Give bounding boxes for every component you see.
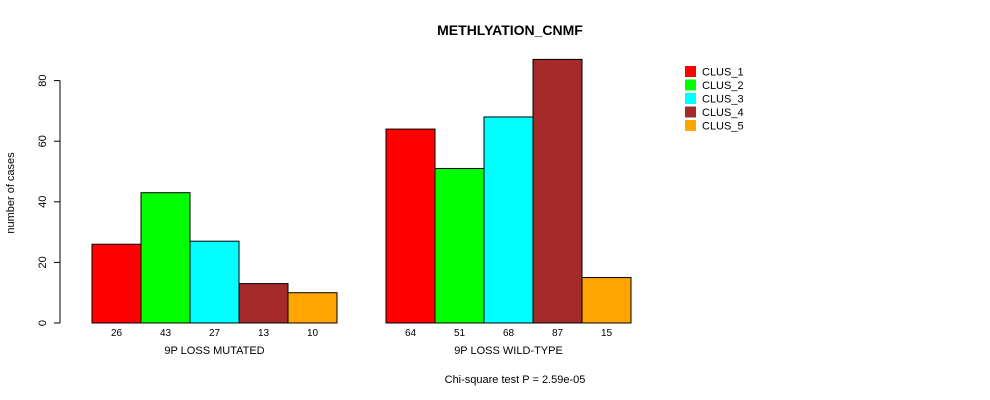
group-label: 9P LOSS WILD-TYPE <box>454 345 563 357</box>
y-axis-label: number of cases <box>5 152 17 234</box>
bar-clus-1 <box>385 128 436 324</box>
legend-swatch <box>685 106 696 118</box>
legend-swatch <box>685 120 696 131</box>
chart-title: METHLYATION_CNMF <box>437 22 583 38</box>
legend-label: CLUS_2 <box>702 80 744 92</box>
bar-value-label: 15 <box>601 328 613 339</box>
y-axis: 0 20 40 60 80 <box>37 74 61 326</box>
y-tick-label: 40 <box>37 196 49 208</box>
y-tick-label: 60 <box>37 135 49 147</box>
bar-value-label: 87 <box>552 328 564 339</box>
legend-swatch <box>685 66 696 77</box>
bar-clus-5 <box>581 277 632 324</box>
y-tick-label: 20 <box>37 256 49 268</box>
y-tick-label: 80 <box>37 74 49 86</box>
bar-value-label: 26 <box>111 328 123 339</box>
bar-value-label: 68 <box>503 328 515 339</box>
bar-clus-5 <box>287 292 338 324</box>
bar-clus-4 <box>532 58 583 324</box>
value-labels: 26 43 27 13 10 64 51 68 87 15 <box>111 328 613 339</box>
legend-label: CLUS_3 <box>702 94 744 106</box>
legend-label: CLUS_1 <box>702 67 744 79</box>
chi-square-footnote: Chi-square test P = 2.59e-05 <box>445 374 586 386</box>
legend-label: CLUS_5 <box>702 121 744 133</box>
bar-clus-4 <box>238 283 289 324</box>
y-tick-label: 0 <box>37 320 49 326</box>
bar-value-label: 43 <box>160 328 172 339</box>
bar-clus-3 <box>189 240 240 324</box>
bar-clus-2 <box>140 192 191 324</box>
bar-clus-2 <box>434 167 485 324</box>
legend-label: CLUS_4 <box>702 107 744 119</box>
bar-value-label: 27 <box>209 328 221 339</box>
legend-swatch <box>685 93 696 104</box>
group-labels: 9P LOSS MUTATED 9P LOSS WILD-TYPE <box>164 345 562 357</box>
bars <box>91 58 632 324</box>
bar-value-label: 64 <box>405 328 417 339</box>
bar-clus-3 <box>483 116 534 324</box>
group-label: 9P LOSS MUTATED <box>164 345 264 357</box>
bar-value-label: 13 <box>258 328 270 339</box>
bar-value-label: 51 <box>454 328 466 339</box>
bar-value-label: 10 <box>307 328 319 339</box>
bar-clus-1 <box>91 243 142 324</box>
legend-swatch <box>685 79 696 91</box>
